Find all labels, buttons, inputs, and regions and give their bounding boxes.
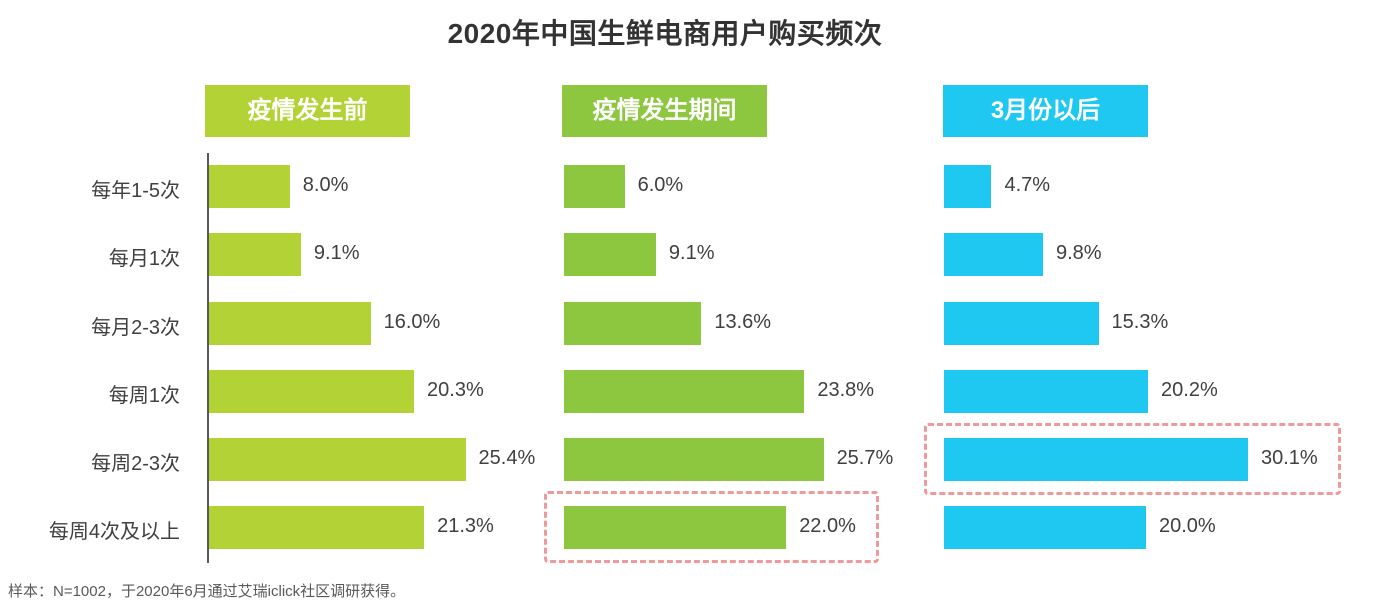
data-label: 25.4% bbox=[478, 447, 536, 469]
bar bbox=[564, 301, 702, 345]
data-label: 13.6% bbox=[714, 311, 772, 333]
category-label: 每周2-3次 bbox=[91, 453, 180, 475]
category-label: 每年1-5次 bbox=[91, 180, 180, 202]
bar bbox=[209, 369, 415, 413]
bar bbox=[944, 437, 1248, 481]
bar bbox=[944, 369, 1149, 413]
data-label: 25.7% bbox=[836, 447, 894, 469]
data-label: 22.0% bbox=[799, 515, 856, 537]
data-label: 9.1% bbox=[668, 242, 715, 264]
footnote: 样本：N=1002，于2020年6月通过艾瑞iclick社区调研获得。 bbox=[8, 583, 406, 600]
data-label: 20.3% bbox=[427, 379, 484, 401]
bar bbox=[944, 232, 1043, 276]
bar bbox=[564, 437, 824, 481]
data-label: 8.0% bbox=[302, 174, 349, 196]
category-axis-line bbox=[207, 153, 209, 563]
bar bbox=[564, 505, 787, 549]
data-label: 4.7% bbox=[1004, 174, 1051, 196]
bar bbox=[564, 369, 805, 413]
bar bbox=[944, 164, 992, 208]
bar bbox=[209, 232, 301, 276]
bar bbox=[944, 301, 1099, 345]
data-label: 23.8% bbox=[817, 379, 875, 401]
data-label: 16.0% bbox=[383, 311, 441, 333]
data-label: 15.3% bbox=[1111, 311, 1169, 333]
bar bbox=[564, 232, 656, 276]
data-label: 20.2% bbox=[1161, 379, 1218, 401]
category-label: 每月1次 bbox=[108, 248, 180, 270]
category-label: 每周4次及以上 bbox=[48, 521, 180, 543]
bar bbox=[209, 505, 425, 549]
data-label: 9.1% bbox=[313, 242, 360, 264]
data-label: 20.0% bbox=[1159, 515, 1216, 537]
category-label: 每周1次 bbox=[108, 385, 180, 407]
panel-header-before: 疫情发生前 bbox=[205, 85, 410, 137]
category-label: 每月2-3次 bbox=[91, 317, 180, 339]
chart-title: 2020年中国生鲜电商用户购买频次 bbox=[447, 18, 883, 49]
bar bbox=[564, 164, 625, 208]
panel-header-after-march: 3月份以后 bbox=[943, 85, 1148, 137]
data-label: 6.0% bbox=[637, 174, 684, 196]
highlight-box bbox=[544, 491, 880, 563]
bar bbox=[944, 505, 1146, 549]
data-label: 30.1% bbox=[1261, 447, 1318, 469]
bar bbox=[209, 164, 290, 208]
data-label: 21.3% bbox=[437, 515, 494, 537]
bar bbox=[209, 437, 466, 481]
highlight-box bbox=[924, 423, 1341, 495]
data-label: 9.8% bbox=[1055, 242, 1102, 264]
bar bbox=[209, 301, 371, 345]
panel-header-during: 疫情发生期间 bbox=[562, 85, 767, 137]
